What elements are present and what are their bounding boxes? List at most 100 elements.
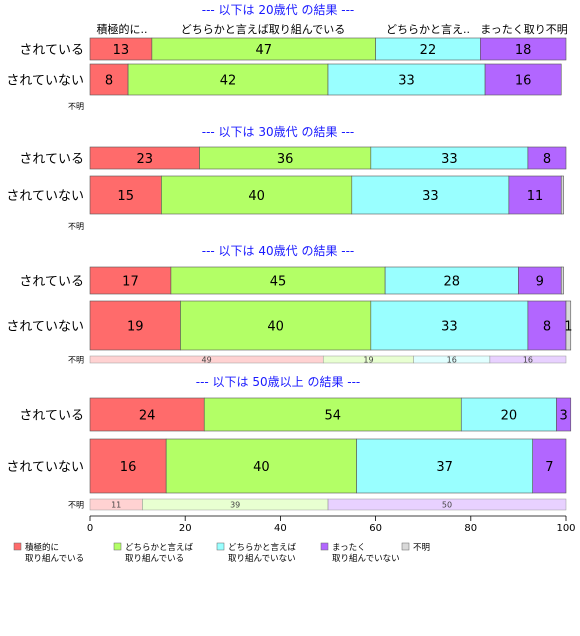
bar-segment [484,63,562,96]
bar-segment [518,266,562,295]
bar-segment [89,438,167,494]
row-label: されていない [6,189,84,204]
bar-segment [89,300,181,351]
bar-value-label: 16 [515,74,532,89]
bar-value-label: 36 [277,152,294,167]
bar-segment [351,175,510,215]
x-axis-tick-label: 80 [464,523,477,534]
bar-segment [460,397,557,432]
legend-label-line2: 取り組んでいる [125,553,184,564]
row-label: されていない [6,460,84,475]
unknown-bar-segment [327,498,567,511]
panel-title: --- 以下は 40歳代 の結果 --- [202,244,355,258]
legend-swatch [13,542,22,551]
panel-title: --- 以下は 20歳代 の結果 --- [202,3,355,17]
unknown-bar-value-label: 11 [111,501,121,510]
bar-value-label: 8 [543,152,551,167]
bar-value-label: 33 [441,152,458,167]
legend-label-line2: 取り組んでいない [332,553,400,564]
bar-value-label: 22 [420,43,437,58]
bar-value-label: 9 [536,275,544,290]
bar-value-label: 47 [255,43,272,58]
bar-segment [356,438,533,494]
bar-segment [370,300,529,351]
bar-segment [170,266,386,295]
panel-title: --- 以下は 30歳代 の結果 --- [202,125,355,139]
bar-segment [560,175,564,215]
bar-segment [165,438,357,494]
row-label: されていない [6,74,84,89]
top-column-label: どちらかと言え.. [386,23,470,36]
x-axis-tick-label: 20 [179,523,192,534]
unknown-row-label: 不明 [68,102,84,111]
bar-value-label: 7 [545,460,553,475]
unknown-bar-value-label: 49 [202,356,212,365]
bar-value-label: 11 [527,189,544,204]
bar-value-label: 33 [441,320,458,335]
bar-segment [532,438,567,494]
row-label: されている [19,43,84,58]
bar-value-label: 8 [543,320,551,335]
bar-segment [89,63,129,96]
legend-label-line1: どちらかと言えば [228,542,297,553]
x-axis-tick-label: 100 [556,523,575,534]
legend-swatch [216,542,225,551]
bar-segment [384,266,519,295]
bar-value-label: 23 [136,152,153,167]
bar-value-label: 54 [324,409,341,424]
bar-segment [89,397,205,432]
bar-value-label: 24 [139,409,156,424]
row-label: されていない [6,320,84,335]
panel-title: --- 以下は 50歳以上 の結果 --- [196,375,361,389]
bar-value-label: 20 [501,409,518,424]
bar-value-label: 3 [559,409,567,424]
bar-value-label: 40 [267,320,284,335]
x-axis-tick-label: 40 [274,523,287,534]
bar-value-label: 33 [398,74,415,89]
bar-value-label: 1 [564,320,572,335]
bar-value-label: 40 [248,189,265,204]
bar-value-label: 40 [253,460,270,475]
row-label: されている [19,152,84,167]
bar-segment [527,300,567,351]
bar-segment [327,63,486,96]
unknown-row-label: 不明 [68,501,84,510]
legend-swatch [320,542,329,551]
legend-swatch [113,542,122,551]
bar-value-label: 15 [117,189,134,204]
bar-value-label: 19 [127,320,144,335]
legend-label-line2: 取り組んでいる [25,553,84,564]
unknown-bar-value-label: 16 [523,356,533,365]
top-column-label: どちらかと言えば取り組んでいる [181,23,345,36]
bar-segment [560,266,564,295]
bar-segment [565,300,572,351]
unknown-bar-value-label: 19 [363,356,373,365]
bar-segment [180,300,372,351]
x-axis-tick-label: 60 [369,523,382,534]
bar-value-label: 16 [120,460,137,475]
bar-value-label: 17 [122,275,139,290]
legend-swatch [401,542,410,551]
legend-label-line2: 取り組んでいない [228,553,296,564]
unknown-bar-value-label: 16 [447,356,457,365]
bar-value-label: 37 [436,460,453,475]
bar-segment [556,397,572,432]
bar-segment [161,175,353,215]
bar-segment [508,175,562,215]
top-column-label: まったく取り不明 [480,23,568,36]
bar-segment [127,63,329,96]
row-label: されている [19,275,84,290]
bar-segment [480,37,567,61]
legend-label-line1: どちらかと言えば [125,542,194,553]
bar-value-label: 33 [422,189,439,204]
bar-value-label: 18 [515,43,532,58]
legend-label-line1: 積極的に [25,542,59,553]
legend-label-line1: まったく [332,543,366,553]
bar-value-label: 28 [443,275,460,290]
bar-value-label: 42 [220,74,237,89]
unknown-bar-value-label: 50 [442,501,452,510]
bar-value-label: 13 [113,43,130,58]
row-label: されている [19,409,84,424]
top-column-label: 積極的に.. [97,22,148,36]
